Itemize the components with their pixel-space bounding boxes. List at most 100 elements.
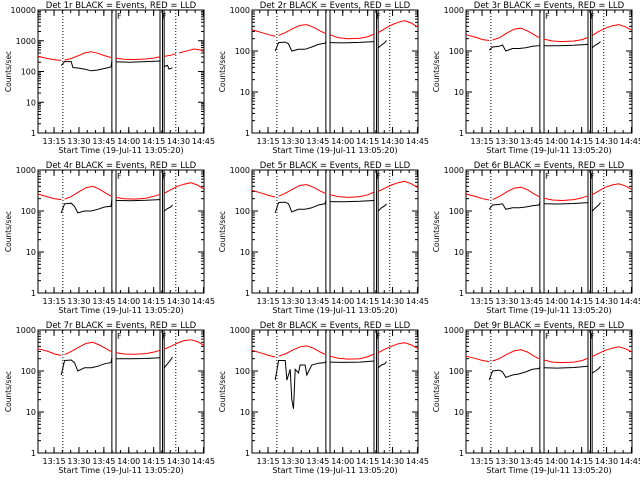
x-tick-label: 14:00 <box>117 137 140 146</box>
x-tick-label: 14:00 <box>545 457 568 466</box>
y-tick-label: 100 <box>449 47 464 56</box>
x-tick-label: 14:00 <box>117 457 140 466</box>
detector-panel: 1 10 100 1000 13:15 13:30 13:45 14:00 14:15 14:30… <box>432 161 640 315</box>
x-tick-label: 13:45 <box>92 457 115 466</box>
lld-series <box>37 182 205 201</box>
x-tick-label: 14:15 <box>142 137 165 146</box>
x-tick-label: 14:45 <box>620 297 640 306</box>
y-ticks: 1 10 100 1000 <box>230 326 418 458</box>
y-tick-label: 10 <box>454 408 464 417</box>
y-tick-label: 10 <box>26 98 36 107</box>
y-ticks: 1 10 100 1000 <box>230 166 418 298</box>
series-line <box>591 202 601 212</box>
marker-lines <box>490 330 605 453</box>
series-line <box>64 51 112 61</box>
plot-title: Det 6r BLACK = Events, RED = LLD <box>474 161 625 171</box>
series-line <box>37 348 62 356</box>
series-line <box>64 185 112 200</box>
flag-label: F <box>376 12 381 21</box>
series-line <box>329 33 375 40</box>
x-tick-label: 13:30 <box>67 457 90 466</box>
series-line <box>377 40 387 49</box>
flag-label: F <box>117 332 122 341</box>
series-line <box>251 189 276 198</box>
y-tick-label: 1 <box>31 289 36 298</box>
x-tick-label: 14:45 <box>620 457 640 466</box>
series-line <box>37 55 62 61</box>
series-line <box>274 360 327 409</box>
x-tick-label: 14:45 <box>192 457 215 466</box>
series-line <box>488 366 541 381</box>
events-series <box>488 202 601 212</box>
y-ticks: 1 10 100 1000 10000 <box>11 6 204 138</box>
y-tick-label: 100 <box>235 207 250 216</box>
x-tick-label: 14:00 <box>331 137 354 146</box>
detector-panel: 1 10 100 1000 13:15 13:30 13:45 14:00 14:15 14:30… <box>432 321 640 475</box>
x-tick-label: 13:45 <box>306 137 329 146</box>
y-axis-label: Counts/sec <box>218 371 227 412</box>
y-axis-label: Counts/sec <box>432 371 441 412</box>
series-line <box>115 349 161 355</box>
marker-lines <box>62 10 177 133</box>
detector-panel: 1 10 100 1000 10000 13:15 13:30 13:45 14:00 14:15… <box>4 1 215 155</box>
x-tick-label: 13:15 <box>43 297 66 306</box>
x-tick-label: 13:45 <box>520 297 543 306</box>
series-line <box>163 204 173 212</box>
x-axis-label: Start Time (19-Jul-11 13:05:20) <box>272 306 397 315</box>
series-line <box>274 200 327 214</box>
y-tick-label: 1000 <box>230 326 250 335</box>
series-line <box>377 20 419 34</box>
series-line <box>492 349 540 362</box>
y-ticks: 1 10 100 1000 <box>444 6 632 138</box>
x-tick-label: 14:15 <box>356 137 379 146</box>
series-line <box>488 44 541 52</box>
x-tick-label: 14:30 <box>167 297 190 306</box>
x-tick-label: 14:30 <box>595 457 618 466</box>
x-axis-label: Start Time (19-Jul-11 13:05:20) <box>272 466 397 475</box>
y-tick-label: 1 <box>459 449 464 458</box>
series-line <box>543 202 589 205</box>
x-tick-label: 14:45 <box>620 137 640 146</box>
lld-series <box>251 342 419 360</box>
plot-frame <box>37 169 205 294</box>
series-line <box>115 60 161 63</box>
plot-title: Det 8r BLACK = Events, RED = LLD <box>260 321 411 331</box>
y-ticks: 1 10 100 1000 <box>444 326 632 458</box>
x-tick-label: 13:45 <box>306 457 329 466</box>
x-tick-label: 13:30 <box>495 137 518 146</box>
events-series <box>60 199 173 214</box>
series-line <box>274 41 327 52</box>
marker-lines <box>490 170 605 293</box>
plot-frame <box>465 329 633 454</box>
x-tick-label: 14:15 <box>142 297 165 306</box>
x-tick-label: 13:30 <box>281 137 304 146</box>
x-tick-label: 14:15 <box>570 297 593 306</box>
detector-panel: 1 10 100 1000 13:15 13:30 13:45 14:00 14:15 14:30… <box>218 161 429 315</box>
plot-title: Det 7r BLACK = Events, RED = LLD <box>46 321 197 331</box>
series-line <box>329 191 375 198</box>
y-axis-label: Counts/sec <box>4 371 13 412</box>
y-tick-label: 10 <box>454 248 464 257</box>
x-axis-label: Start Time (19-Jul-11 13:05:20) <box>272 146 397 155</box>
y-tick-label: 1000 <box>444 166 464 175</box>
series-line <box>377 361 387 369</box>
flag-label: F <box>376 172 381 181</box>
x-tick-label: 13:45 <box>92 297 115 306</box>
x-axis-label: Start Time (19-Jul-11 13:05:20) <box>486 306 611 315</box>
y-tick-label: 1000 <box>16 37 36 46</box>
events-series <box>488 41 601 52</box>
x-tick-label: 14:15 <box>570 137 593 146</box>
x-tick-label: 14:30 <box>381 137 404 146</box>
x-tick-label: 14:00 <box>331 457 354 466</box>
marker-lines <box>62 170 177 293</box>
plot-frame <box>465 9 633 134</box>
x-tick-label: 13:15 <box>43 457 66 466</box>
series-line <box>178 48 205 54</box>
series-line <box>37 193 62 201</box>
marker-lines <box>276 330 391 453</box>
series-line <box>543 36 589 43</box>
